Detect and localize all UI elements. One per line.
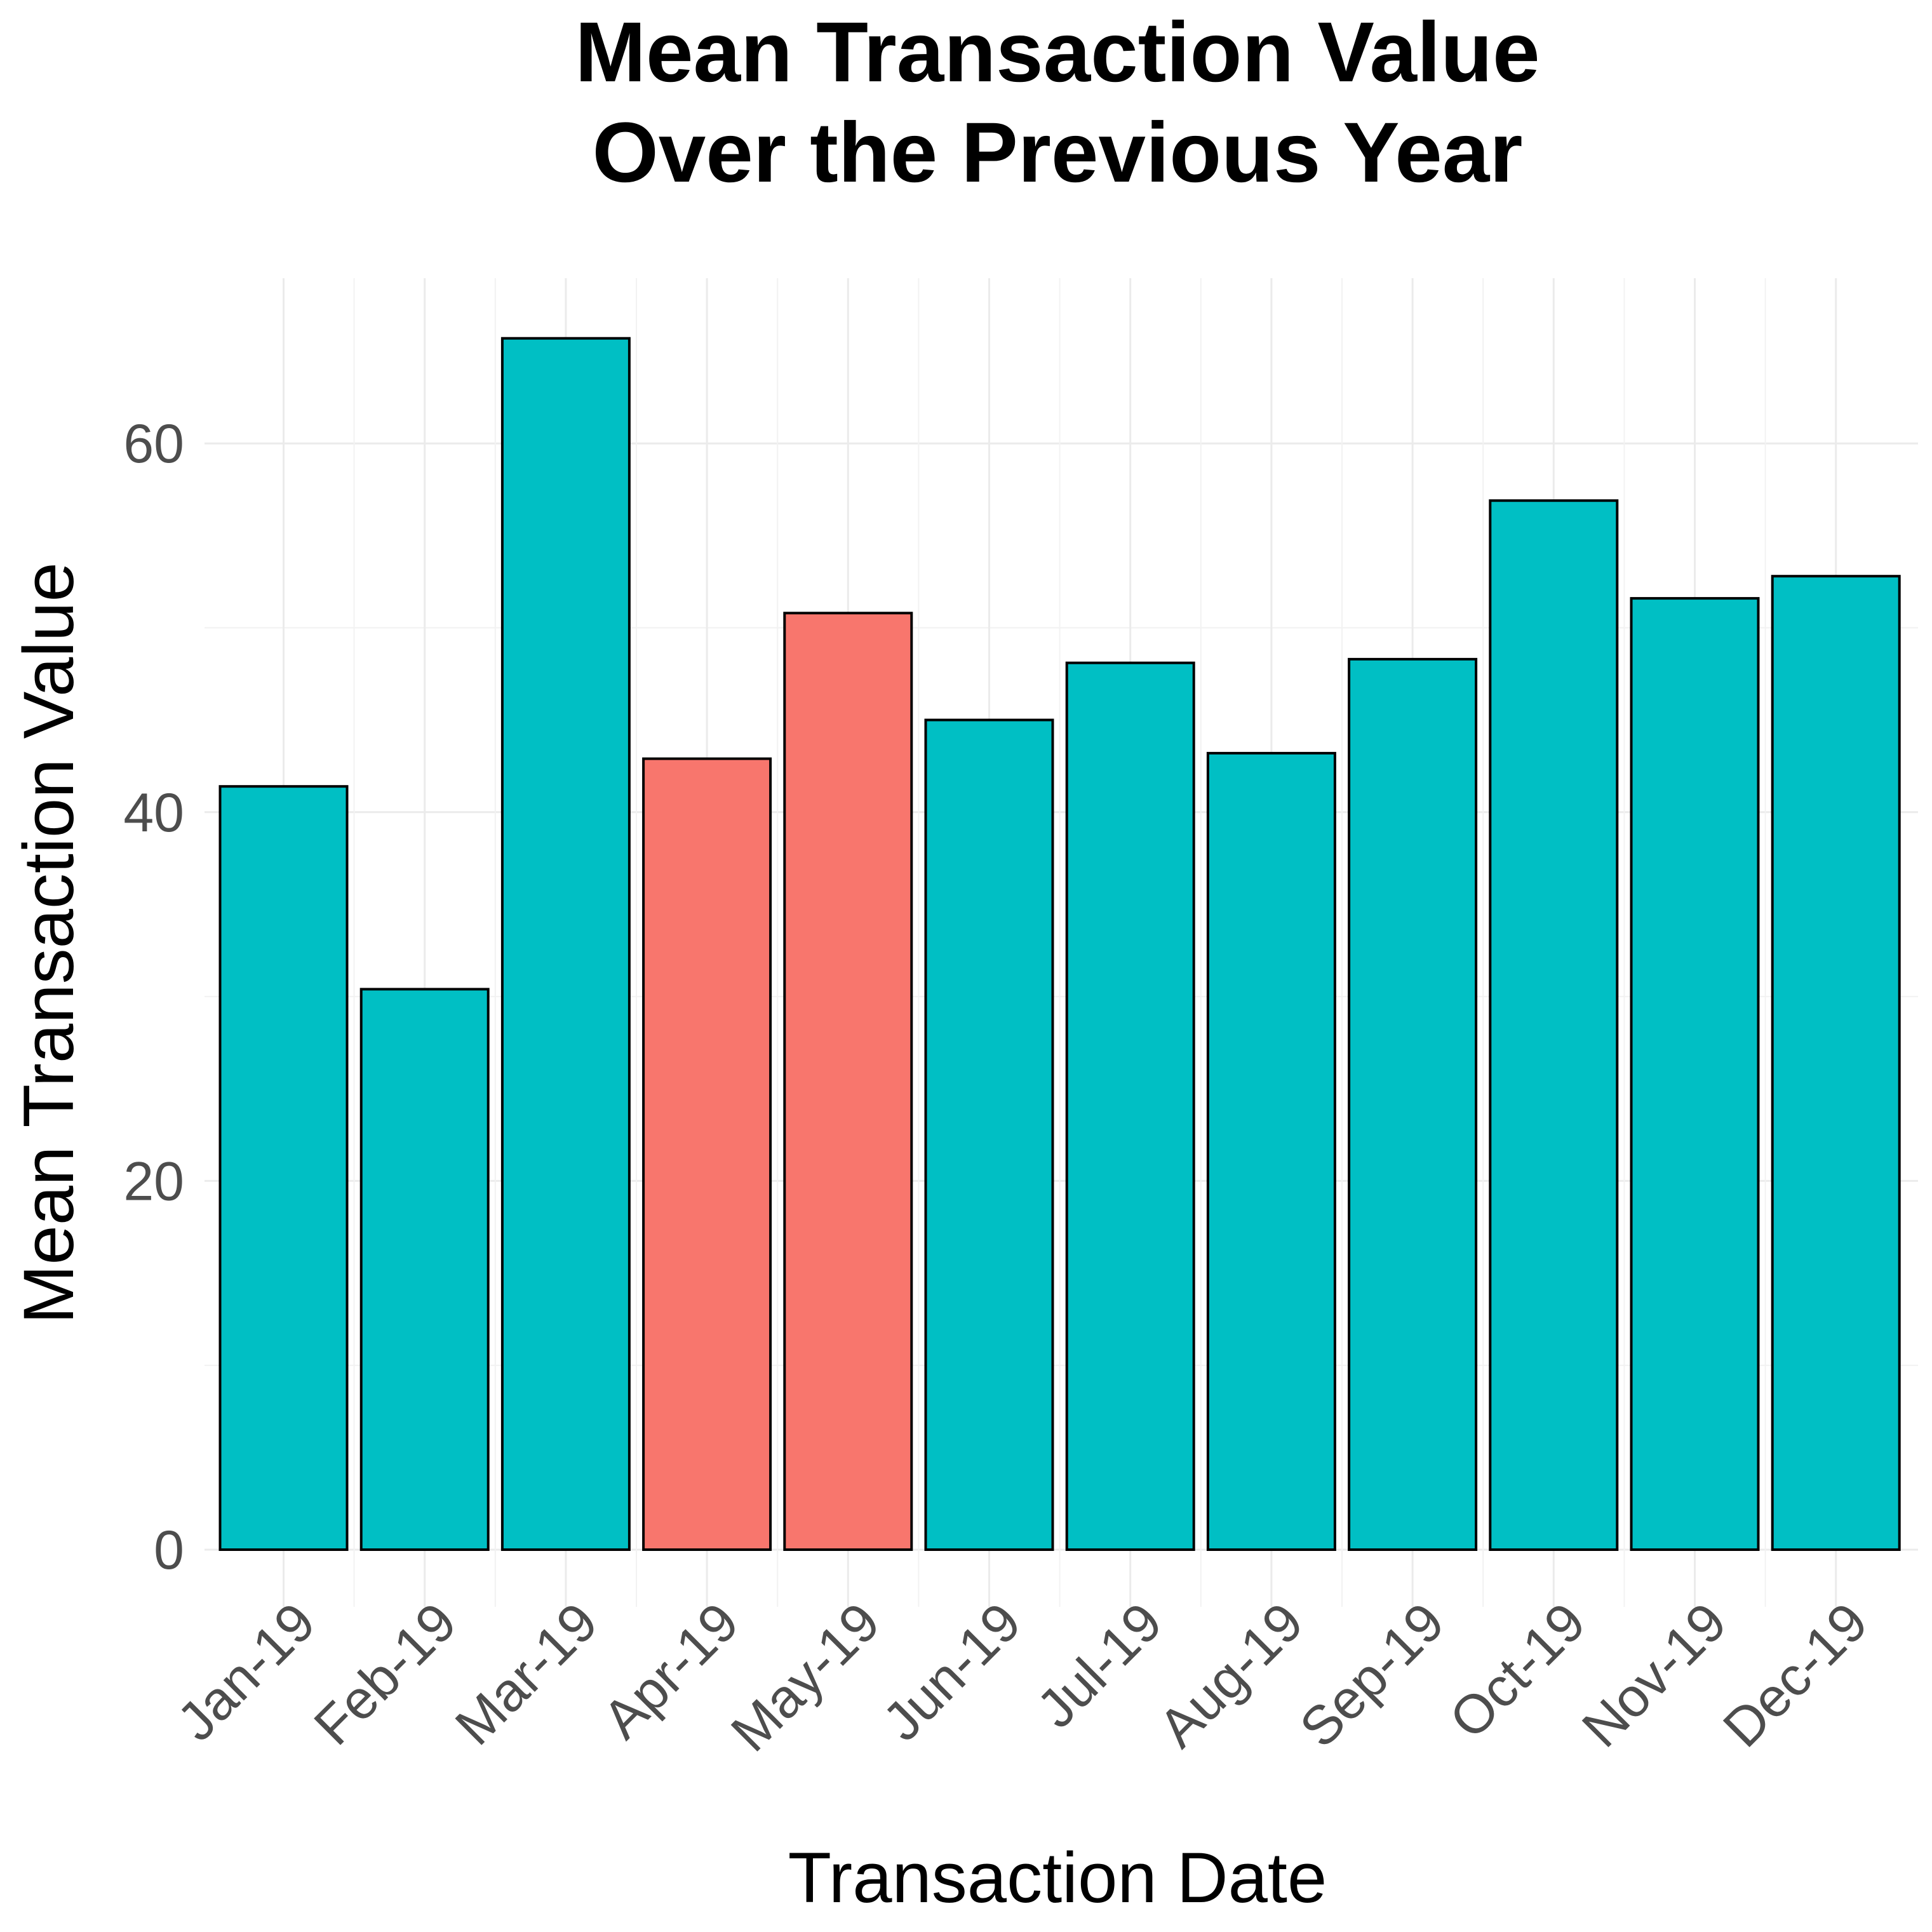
- bar-jun-19: [924, 718, 1054, 1551]
- bars: [218, 337, 1901, 1552]
- x-axis-title: Transaction Date: [788, 1838, 1327, 1917]
- bar-oct-19: [1489, 499, 1619, 1552]
- bar-dec-19: [1771, 575, 1901, 1552]
- bar-sep-19: [1348, 657, 1478, 1551]
- bar-feb-19: [359, 988, 490, 1551]
- y-axis-title: Mean Transaction Value: [9, 562, 88, 1324]
- y-axis-tick-labels: 0 20 40 60: [123, 413, 184, 1581]
- bar-apr-19: [642, 757, 772, 1551]
- bar-jan-19: [218, 785, 349, 1551]
- y-tick-label: 0: [154, 1520, 184, 1581]
- y-tick-label: 20: [123, 1151, 184, 1212]
- bar-jul-19: [1065, 661, 1195, 1551]
- y-tick-label: 60: [123, 413, 184, 474]
- bar-nov-19: [1630, 597, 1760, 1551]
- chart-title-line-2: Over the Previous Year: [593, 105, 1523, 200]
- bar-may-19: [783, 612, 913, 1551]
- y-tick-label: 40: [123, 782, 184, 843]
- bar-aug-19: [1206, 751, 1336, 1551]
- chart-title-line-1: Mean Transaction Value: [575, 5, 1540, 100]
- bar-mar-19: [500, 337, 631, 1552]
